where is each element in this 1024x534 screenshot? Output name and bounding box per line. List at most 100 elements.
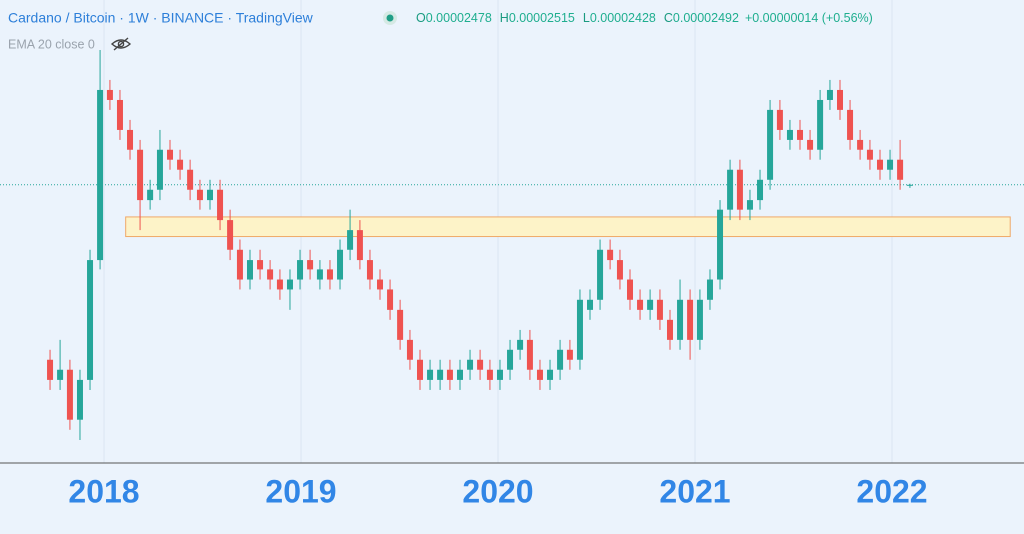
candle-body bbox=[547, 369, 554, 380]
candle-body bbox=[187, 169, 194, 190]
candle-body bbox=[337, 249, 344, 280]
candle-body bbox=[717, 209, 724, 280]
x-axis-labels: 2018 2019 2020 2021 2022 bbox=[68, 473, 927, 509]
ohlc-key: C bbox=[664, 11, 673, 25]
candle-body bbox=[666, 319, 673, 340]
candle-body bbox=[276, 279, 283, 290]
ohlc-change: +0.00000014 (+0.56%) bbox=[745, 11, 873, 25]
candle-body bbox=[566, 349, 573, 360]
candle-body bbox=[786, 129, 793, 140]
candle-body bbox=[137, 149, 144, 201]
candle-body bbox=[227, 220, 234, 250]
candle-body bbox=[97, 89, 104, 261]
candle-body bbox=[76, 379, 83, 420]
candle-body bbox=[736, 169, 743, 210]
plot-area bbox=[0, 49, 1024, 441]
ohlc-legend: O0.00002478 H0.00002515 L0.00002428 C0.0000… bbox=[416, 11, 873, 25]
candle-body bbox=[496, 369, 503, 380]
candle-body bbox=[246, 260, 253, 280]
candle-body bbox=[587, 299, 594, 310]
candle-body bbox=[267, 269, 274, 280]
candle-body bbox=[557, 349, 564, 370]
candle-body bbox=[236, 249, 243, 280]
candle-body bbox=[106, 89, 113, 100]
candle-body bbox=[507, 349, 514, 370]
x-tick-label: 2018 bbox=[68, 473, 139, 509]
candle-body bbox=[406, 339, 413, 360]
candle-body bbox=[887, 159, 894, 170]
candle-body bbox=[817, 99, 824, 150]
x-tick-label: 2022 bbox=[856, 473, 927, 509]
candle-body bbox=[847, 109, 854, 140]
candle-body bbox=[326, 269, 333, 280]
candle-body bbox=[866, 149, 873, 160]
candle-body bbox=[576, 299, 583, 360]
candle-body bbox=[156, 149, 163, 190]
candle-body bbox=[486, 369, 493, 380]
candle-body bbox=[706, 279, 713, 300]
candle-body bbox=[116, 99, 123, 130]
candle-body bbox=[837, 89, 844, 110]
candle-body bbox=[477, 359, 484, 370]
ohlc-value: 0.00002478 bbox=[426, 11, 492, 25]
candle-body bbox=[147, 189, 154, 201]
candle-body bbox=[427, 369, 434, 380]
candle-body bbox=[377, 279, 384, 290]
candle-body bbox=[167, 149, 174, 160]
chart-title: Cardano / Bitcoin · 1W · BINANCE · Tradi… bbox=[8, 10, 314, 26]
candle-body bbox=[906, 184, 913, 186]
candle-body bbox=[656, 299, 663, 320]
candle-body bbox=[687, 299, 694, 340]
candle-body bbox=[57, 369, 64, 380]
hide-icon[interactable] bbox=[110, 37, 132, 51]
candle-body bbox=[127, 129, 134, 150]
candle-body bbox=[387, 289, 394, 310]
x-tick-label: 2020 bbox=[462, 473, 533, 509]
candle-body bbox=[437, 369, 444, 380]
x-tick-label: 2021 bbox=[659, 473, 730, 509]
candle-body bbox=[307, 260, 314, 270]
candle-body bbox=[517, 339, 524, 350]
candle-body bbox=[857, 139, 864, 150]
ohlc-key: L bbox=[583, 11, 590, 25]
ohlc-value: 0.00002515 bbox=[509, 11, 575, 25]
candle-body bbox=[696, 299, 703, 340]
candle-body bbox=[746, 200, 753, 210]
candle-body bbox=[66, 369, 73, 420]
candle-body bbox=[417, 359, 424, 380]
candle-body bbox=[597, 249, 604, 300]
candle-body bbox=[366, 260, 373, 280]
candle-body bbox=[196, 189, 203, 201]
status-dot bbox=[386, 14, 394, 22]
indicator-label: EMA 20 close 0 bbox=[8, 37, 95, 51]
candle-body bbox=[467, 359, 474, 370]
candle-body bbox=[616, 260, 623, 280]
support-zone bbox=[125, 216, 1011, 238]
candle-body bbox=[536, 369, 543, 380]
candle-body bbox=[677, 299, 684, 340]
candle-body bbox=[47, 359, 54, 380]
candle-body bbox=[177, 159, 184, 170]
candle-body bbox=[826, 89, 833, 100]
candle-body bbox=[286, 279, 293, 290]
ohlc-value: 0.00002428 bbox=[590, 11, 656, 25]
candle-body bbox=[767, 109, 774, 180]
candle-body bbox=[257, 260, 264, 270]
ohlc-key: H bbox=[500, 11, 509, 25]
candle-body bbox=[456, 369, 463, 380]
candle-body bbox=[647, 299, 654, 310]
x-tick-label: 2019 bbox=[265, 473, 336, 509]
ohlc-value: 0.00002492 bbox=[673, 11, 739, 25]
candle-body bbox=[797, 129, 804, 140]
ohlc-key: O bbox=[416, 11, 426, 25]
candle-body bbox=[526, 339, 533, 370]
candle-body bbox=[776, 109, 783, 130]
candle-body bbox=[627, 279, 634, 300]
candle-body bbox=[757, 179, 764, 201]
candle-body bbox=[876, 159, 883, 170]
candle-body bbox=[207, 189, 214, 201]
candle-body bbox=[87, 260, 94, 380]
candle-body bbox=[356, 230, 363, 261]
candle-body bbox=[727, 169, 734, 210]
